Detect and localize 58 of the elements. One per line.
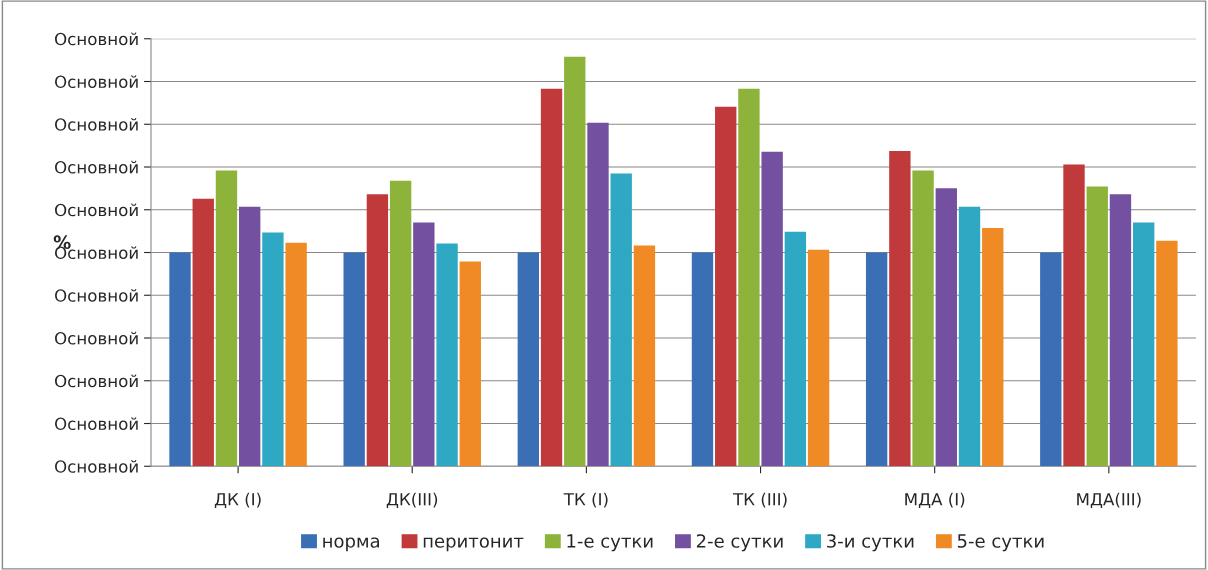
legend-label: норма — [323, 537, 380, 552]
bar — [413, 222, 435, 467]
bar — [610, 173, 632, 467]
bar — [517, 252, 540, 467]
text: Основной — [55, 160, 138, 174]
bar — [784, 231, 807, 467]
legend-label: 1-е сутки — [567, 534, 653, 552]
bar — [633, 245, 656, 467]
bar — [715, 106, 737, 467]
bar — [1156, 240, 1178, 467]
x-tick-label: МДА (I) — [905, 492, 965, 508]
bar — [239, 206, 261, 467]
bar — [436, 243, 458, 467]
bar — [1109, 194, 1132, 467]
bar — [691, 252, 714, 467]
x-tick-label: ДК(III) — [386, 492, 438, 508]
bar — [587, 122, 609, 467]
text: Основной — [55, 75, 138, 89]
bar — [1063, 164, 1085, 467]
bar — [865, 252, 888, 467]
bar — [807, 249, 830, 467]
bar — [935, 188, 957, 467]
text: Основной — [55, 417, 138, 431]
bar — [958, 206, 981, 467]
x-tick-label: МДА(III) — [1077, 492, 1141, 508]
bar — [1040, 252, 1062, 467]
legend-label: 3-и сутки — [827, 534, 914, 552]
bar — [262, 232, 284, 467]
legend-label: 5-е сутки — [957, 534, 1044, 552]
bar — [564, 56, 586, 467]
bar — [761, 151, 783, 467]
text: Основной — [55, 118, 138, 131]
text: Основной — [55, 374, 138, 388]
text: Основной — [55, 203, 138, 217]
bar — [1086, 186, 1108, 467]
bar — [738, 88, 760, 467]
legend-label: 2-е сутки — [696, 534, 783, 552]
bar — [366, 194, 389, 467]
bar — [889, 150, 911, 467]
bar — [540, 88, 563, 467]
text: Основной — [55, 289, 138, 302]
legend-label: перитонит — [423, 537, 524, 552]
x-tick-label: ТК (III) — [732, 492, 787, 508]
bar — [169, 252, 191, 467]
bar — [1132, 222, 1155, 467]
bar — [912, 170, 934, 467]
bar — [982, 227, 1004, 467]
bar — [215, 170, 238, 467]
text: Основной — [55, 460, 138, 473]
x-tick-label: ДК (I) — [214, 492, 261, 508]
bar — [459, 261, 481, 467]
bar — [192, 198, 214, 467]
bar — [343, 252, 365, 467]
text: Основной — [55, 32, 138, 46]
bar — [389, 180, 412, 467]
bar — [285, 242, 307, 467]
text: Основной — [55, 331, 138, 345]
x-tick-label: ТК (I) — [563, 492, 608, 508]
